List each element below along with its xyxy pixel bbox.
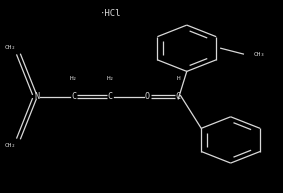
Text: N: N	[34, 92, 39, 101]
Text: CH₂: CH₂	[4, 45, 16, 50]
Text: C: C	[108, 92, 113, 101]
Text: CH₂: CH₂	[4, 143, 16, 148]
Text: H: H	[177, 76, 181, 81]
Text: H₂: H₂	[107, 76, 114, 81]
Text: C: C	[176, 92, 181, 101]
Text: H₂: H₂	[70, 76, 77, 81]
Text: ·HCl: ·HCl	[100, 9, 121, 18]
Text: C: C	[71, 92, 76, 101]
Text: O: O	[145, 92, 150, 101]
Text: CH₃: CH₃	[253, 52, 265, 57]
